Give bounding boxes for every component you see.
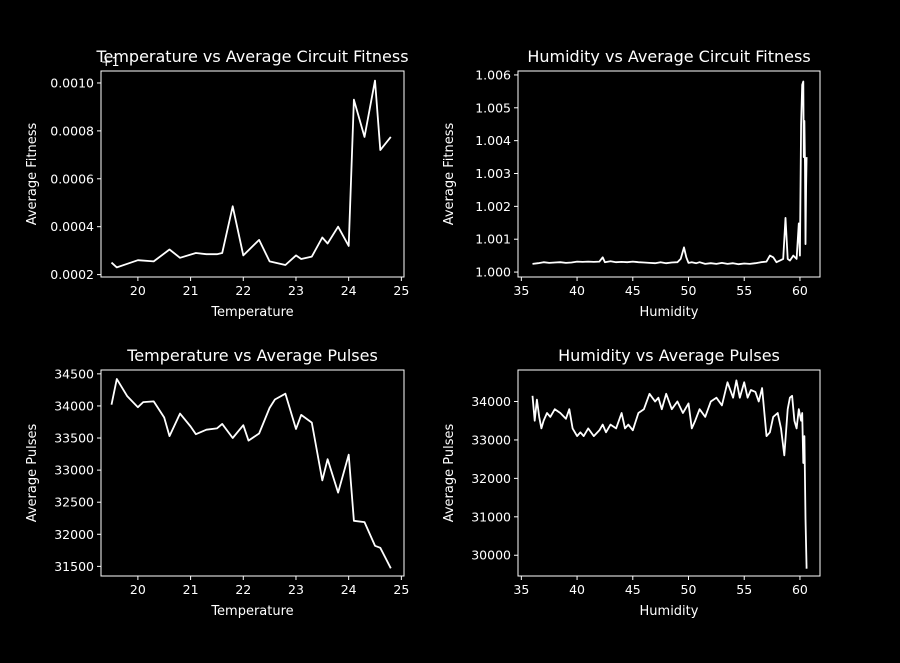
y-tick-label: 0.0010 bbox=[50, 75, 94, 90]
y-tick-label: 31500 bbox=[54, 559, 94, 574]
y-tick-label: 1.004 bbox=[475, 133, 511, 148]
x-tick-label: 45 bbox=[625, 582, 641, 597]
y-tick-label: 32000 bbox=[471, 471, 511, 486]
y-tick-label: 1.006 bbox=[475, 67, 511, 82]
y-axis-label: Average Fitness bbox=[442, 123, 457, 226]
x-tick-label: 22 bbox=[235, 582, 251, 597]
chart-panel-1: 20 21 22 23 24 25 0.0002 0.0004 0.0006 0.0008 0.00… bbox=[25, 47, 409, 320]
y-tick-label: 0.0006 bbox=[50, 171, 94, 186]
y-tick-label: 1.002 bbox=[475, 199, 511, 214]
y-tick-label: 34000 bbox=[54, 398, 94, 413]
series-line bbox=[532, 80, 808, 266]
y-tick-label: 31000 bbox=[471, 509, 511, 524]
y-tick-label: 0.0002 bbox=[50, 267, 94, 282]
y-tick-label: 1.003 bbox=[475, 166, 511, 181]
y-tick-label: 0.0008 bbox=[50, 123, 94, 138]
x-tick-label: 24 bbox=[341, 283, 357, 298]
x-tick-label: 24 bbox=[341, 582, 357, 597]
x-tick-label: 60 bbox=[792, 582, 808, 597]
plot-frame bbox=[517, 369, 821, 577]
y-tick-label: 34500 bbox=[54, 366, 94, 381]
chart-title: Humidity vs Average Circuit Fitness bbox=[527, 47, 810, 66]
chart-title: Humidity vs Average Pulses bbox=[558, 346, 780, 365]
y-tick-label: 30000 bbox=[471, 548, 511, 563]
plot-frame bbox=[100, 70, 405, 278]
x-tick-label: 23 bbox=[288, 582, 304, 597]
y-tick-label: 32000 bbox=[54, 527, 94, 542]
chart-title: Temperature vs Average Pulses bbox=[126, 346, 378, 365]
x-tick-label: 45 bbox=[625, 283, 641, 298]
x-tick-label: 40 bbox=[569, 582, 585, 597]
x-tick-label: 55 bbox=[736, 582, 752, 597]
series-line bbox=[110, 378, 392, 569]
x-tick-label: 25 bbox=[393, 283, 409, 298]
chart-title: Temperature vs Average Circuit Fitness bbox=[95, 47, 408, 66]
x-tick-label: 35 bbox=[513, 582, 529, 597]
x-tick-label: 20 bbox=[130, 582, 146, 597]
series-line bbox=[110, 79, 392, 269]
y-tick-label: 1.001 bbox=[475, 232, 511, 247]
x-tick-label: 50 bbox=[681, 283, 697, 298]
x-tick-label: 21 bbox=[183, 283, 199, 298]
y-tick-label: 1.005 bbox=[475, 100, 511, 115]
y-tick-label: 1.000 bbox=[475, 265, 511, 280]
chart-panel-2: 35 40 45 50 55 60 1.000 1.001 1.002 1.003 1.004 1.0… bbox=[442, 47, 821, 320]
series-line bbox=[531, 379, 808, 569]
y-tick-label: 33000 bbox=[471, 432, 511, 447]
x-axis-label: Temperature bbox=[210, 305, 293, 320]
x-tick-label: 35 bbox=[513, 283, 529, 298]
y-axis-label: Average Pulses bbox=[25, 424, 40, 523]
x-axis-label: Temperature bbox=[210, 604, 293, 619]
y-axis-label: Average Pulses bbox=[442, 424, 457, 523]
plot-frame bbox=[100, 369, 405, 577]
x-tick-label: 40 bbox=[569, 283, 585, 298]
x-axis-label: Humidity bbox=[640, 604, 699, 619]
y-tick-label: 34000 bbox=[471, 394, 511, 409]
y-offset-label: +1 bbox=[101, 54, 119, 69]
x-tick-label: 20 bbox=[130, 283, 146, 298]
x-tick-label: 60 bbox=[792, 283, 808, 298]
y-tick-label: 32500 bbox=[54, 495, 94, 510]
x-axis-label: Humidity bbox=[640, 305, 699, 320]
x-tick-label: 25 bbox=[393, 582, 409, 597]
y-tick-label: 33500 bbox=[54, 431, 94, 446]
y-axis-label: Average Fitness bbox=[25, 123, 40, 226]
plot-frame bbox=[517, 70, 821, 278]
chart-panel-3: 20 21 22 23 24 25 31500 32000 32500 33000 33500 340… bbox=[25, 346, 409, 619]
y-tick-label: 0.0004 bbox=[50, 219, 94, 234]
x-tick-label: 22 bbox=[235, 283, 251, 298]
x-tick-label: 50 bbox=[681, 582, 697, 597]
chart-panel-4: 35 40 45 50 55 60 30000 31000 32000 33000 34000 Hum… bbox=[442, 346, 821, 619]
y-tick-label: 33000 bbox=[54, 463, 94, 478]
x-tick-label: 55 bbox=[736, 283, 752, 298]
x-tick-label: 23 bbox=[288, 283, 304, 298]
x-tick-label: 21 bbox=[183, 582, 199, 597]
